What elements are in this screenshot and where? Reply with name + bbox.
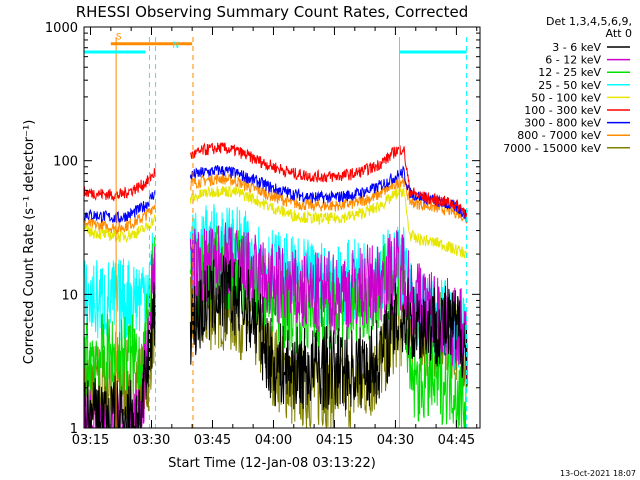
- x-tick-label: 04:30: [377, 433, 414, 448]
- x-axis-label: Start Time (12-Jan-08 03:13:22): [168, 456, 376, 471]
- legend-label-2: 6 - 12 keV: [545, 54, 601, 67]
- legend-label-8: 800 - 7000 keV: [517, 129, 601, 142]
- footer-date: 13-Oct-2021 18:07: [560, 469, 636, 478]
- marker-layer: SN: [84, 33, 468, 428]
- x-tick-label: 04:15: [316, 433, 353, 448]
- series-line-100-to-300keV: [83, 141, 468, 219]
- chart-title: RHESSI Observing Summary Count Rates, Co…: [76, 3, 469, 21]
- legend-header-line-1: Det 1,3,4,5,6,9,: [546, 15, 632, 28]
- series-line-3-to-6keV: [83, 255, 468, 429]
- legend-header-line-2: Att 0: [606, 27, 632, 40]
- legend-label-5: 50 - 100 keV: [531, 91, 601, 104]
- legend-label-9: 7000 - 15000 keV: [503, 142, 601, 155]
- annotation-label-N: N: [172, 41, 179, 51]
- plot-frame: [83, 26, 481, 429]
- legend-label-4: 25 - 50 keV: [538, 79, 601, 92]
- series-line-800-to-7000keV: [83, 172, 468, 234]
- series-layer: [83, 141, 468, 429]
- axes-layer: 03:15 03:30 03:45 04:00 04:15 04:30 04:45 1 10 10…: [45, 21, 481, 448]
- y-tick-label: 1000: [45, 21, 78, 36]
- y-axis-label: Corrected Count Rate (s⁻¹ detector⁻¹): [22, 120, 37, 365]
- x-tick-label: 03:15: [72, 433, 109, 448]
- legend-label-7: 300 - 800 keV: [524, 117, 601, 130]
- x-tick-label: 04:00: [255, 433, 292, 448]
- x-tick-label: 04:45: [438, 433, 475, 448]
- legend-label-1: 3 - 6 keV: [552, 41, 601, 54]
- legend-label-6: 100 - 300 keV: [524, 104, 601, 117]
- x-tick-label: 03:30: [133, 433, 170, 448]
- series-line-50-to-100keV: [83, 186, 468, 259]
- x-tick-label: 03:45: [194, 433, 231, 448]
- y-tick-label: 100: [53, 155, 78, 170]
- y-tick-label: 10: [61, 288, 78, 303]
- series-line-300-to-800keV: [83, 164, 468, 224]
- y-tick-label: 1: [70, 422, 78, 437]
- annotation-label-S: S: [116, 33, 122, 43]
- legend-label-3: 12 - 25 keV: [538, 66, 601, 79]
